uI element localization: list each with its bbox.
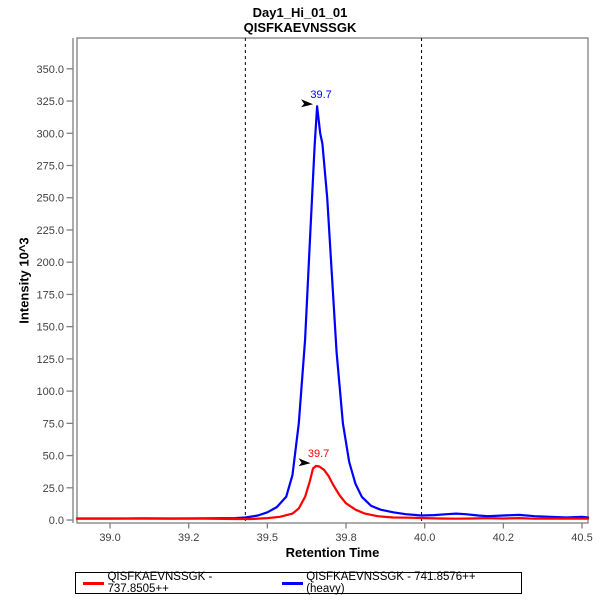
x-tick-label: 39.2 <box>178 532 199 544</box>
y-tick-label: 25.0 <box>43 483 64 495</box>
legend-label-heavy: QISFKAEVNSSGK - 741.8576++ (heavy) <box>306 571 476 595</box>
legend: QISFKAEVNSSGK - 737.8505++ QISFKAEVNSSGK… <box>75 571 522 595</box>
x-tick-label: 40.5 <box>571 532 592 544</box>
x-tick-label: 40.2 <box>493 532 514 544</box>
chart-title: Day1_Hi_01_01 <box>252 5 348 20</box>
y-tick-label: 100.0 <box>36 386 64 398</box>
title-block: Day1_Hi_01_01 QISFKAEVNSSGK <box>0 5 600 35</box>
y-axis-label: Intensity 10^3 <box>16 237 32 324</box>
y-tick-label: 350.0 <box>36 64 64 76</box>
y-tick-label: 225.0 <box>36 225 64 237</box>
chromatogram-trace-heavy <box>75 105 590 520</box>
x-tick-label: 39.5 <box>257 532 278 544</box>
peak-rt-label-heavy[interactable]: 39.7 <box>310 89 331 101</box>
y-tick-label: 250.0 <box>36 193 64 205</box>
y-tick-label: 75.0 <box>43 418 64 430</box>
peak-arrow-icon <box>298 458 311 467</box>
y-tick-label: 0.0 <box>49 515 64 527</box>
x-tick-label: 40.0 <box>414 532 435 544</box>
legend-item-light[interactable]: QISFKAEVNSSGK - 737.8505++ <box>83 571 273 595</box>
chromatogram-trace-light <box>75 464 590 521</box>
y-tick-label: 125.0 <box>36 354 64 366</box>
x-tick-label: 39.8 <box>335 532 356 544</box>
chart-subtitle: QISFKAEVNSSGK <box>243 20 357 35</box>
legend-line-icon-heavy <box>281 581 304 585</box>
x-axis-label: Retention Time <box>285 545 380 560</box>
peak-arrow-icon <box>301 99 314 108</box>
y-tick-label: 275.0 <box>36 161 64 173</box>
y-tick-label: 200.0 <box>36 257 64 269</box>
legend-item-heavy[interactable]: QISFKAEVNSSGK - 741.8576++ (heavy) <box>281 571 512 595</box>
y-tick-label: 50.0 <box>43 451 64 463</box>
legend-line-icon-light <box>83 581 105 585</box>
x-tick-label: 39.0 <box>99 532 120 544</box>
legend-label-light: QISFKAEVNSSGK - 737.8505++ <box>107 571 213 595</box>
plot-border <box>76 37 589 524</box>
peak-rt-label-light[interactable]: 39.7 <box>308 448 329 460</box>
y-tick-label: 175.0 <box>36 289 64 301</box>
y-tick-label: 150.0 <box>36 322 64 334</box>
y-tick-label: 300.0 <box>36 128 64 140</box>
y-tick-label: 325.0 <box>36 96 64 108</box>
